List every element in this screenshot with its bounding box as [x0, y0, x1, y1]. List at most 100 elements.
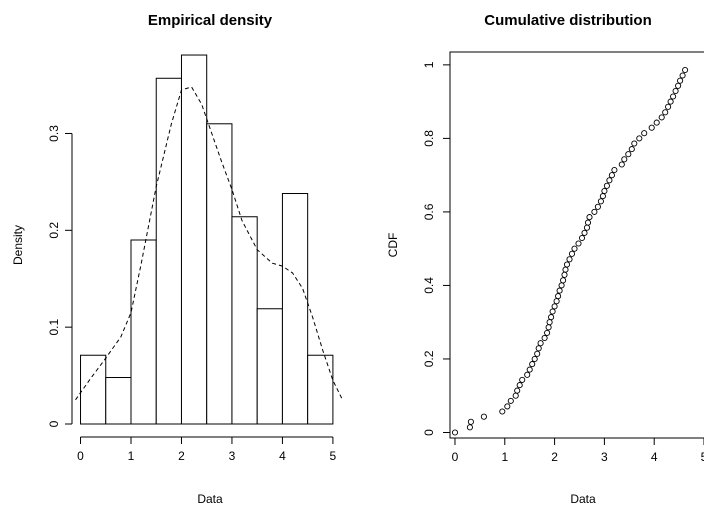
cdf-chart-title: Cumulative distribution — [484, 12, 652, 29]
cdf-point — [562, 266, 569, 273]
cdf-point — [561, 271, 568, 278]
cdf-point — [586, 214, 593, 221]
cdf-points — [451, 66, 689, 436]
density-panel: Empirical density Data Density 0 1 2 3 4 5 0 0.… — [11, 12, 344, 506]
cdf-point — [662, 109, 669, 116]
cdf-point — [591, 208, 598, 215]
histogram-bar — [307, 354, 334, 425]
cdf-point — [621, 156, 628, 163]
cdf-y-tick-label: 0 — [422, 429, 436, 436]
cdf-y-tick-label: 1 — [422, 61, 436, 68]
density-y-tick-label: 0.3 — [47, 125, 61, 142]
cdf-point — [529, 361, 536, 368]
histogram-bar — [155, 77, 182, 425]
cdf-point — [578, 234, 586, 242]
density-x-tick-label: 2 — [178, 449, 185, 463]
cdf-point — [611, 166, 618, 174]
density-x-tick-label: 1 — [128, 449, 135, 463]
cdf-point — [548, 314, 555, 321]
cdf-point — [682, 66, 689, 74]
cdf-point — [531, 355, 538, 363]
cdf-point — [594, 203, 601, 210]
cdf-point — [551, 303, 558, 310]
cdf-x-tick-label: 4 — [651, 450, 658, 464]
cdf-y-tick-label: 0.4 — [422, 277, 436, 294]
cdf-point — [451, 429, 459, 436]
histogram-bar — [231, 216, 258, 425]
cdf-x-tick-label: 1 — [501, 450, 508, 464]
cdf-point — [584, 219, 592, 226]
cdf-point — [571, 245, 578, 252]
cdf-point — [679, 72, 686, 79]
cdf-point — [575, 240, 582, 247]
density-y-tick-label: 0.1 — [47, 318, 61, 335]
cdf-point — [466, 424, 473, 431]
cdf-x-tick-label: 5 — [701, 450, 704, 464]
cdf-point — [560, 277, 567, 284]
cdf-point — [535, 345, 542, 352]
cdf-point — [631, 140, 638, 147]
cdf-point — [556, 287, 563, 294]
cdf-point — [512, 392, 519, 399]
cdf-point — [658, 114, 665, 121]
density-x-tick-label: 4 — [279, 449, 286, 463]
cdf-point — [563, 261, 571, 268]
cdf-x-tick-label: 0 — [452, 450, 459, 464]
cdf-point — [534, 350, 541, 357]
cdf-point — [581, 229, 588, 236]
cdf-point — [553, 298, 560, 305]
cdf-point — [599, 193, 606, 200]
cdf-point — [537, 340, 544, 347]
density-y-tick-label: 0 — [47, 420, 61, 427]
cdf-axes: 0 1 2 3 4 5 0 0.2 0.4 0.6 0.8 1 — [422, 61, 704, 464]
density-x-tick-label: 5 — [330, 449, 337, 463]
cdf-point — [641, 130, 648, 137]
cdf-point — [519, 376, 526, 383]
cdf-point — [606, 177, 613, 184]
cdf-point — [504, 403, 511, 410]
cdf-point — [601, 187, 608, 195]
cdf-point — [549, 308, 556, 315]
density-y-tick-label: 0.2 — [47, 222, 61, 239]
histogram-bar — [281, 193, 309, 425]
cdf-point — [618, 161, 625, 168]
cdf-point — [653, 119, 660, 126]
cdf-panel: Cumulative distribution Data CDF 0 1 2 3 4 5 0… — [386, 12, 704, 506]
cdf-point — [568, 250, 576, 257]
cdf-point — [566, 256, 573, 263]
cdf-x-axis-label: Data — [570, 492, 596, 506]
cdf-point — [603, 182, 610, 189]
cdf-point — [608, 172, 615, 179]
density-chart-title: Empirical density — [148, 12, 273, 29]
histogram-bar — [105, 377, 132, 425]
cdf-point — [545, 324, 552, 331]
cdf-point — [583, 224, 591, 231]
density-axes: 0 1 2 3 4 5 0 0.1 0.2 0.3 — [47, 125, 337, 463]
cdf-point — [514, 387, 521, 394]
cdf-point — [546, 319, 553, 326]
cdf-x-tick-label: 2 — [551, 450, 558, 464]
cdf-point — [480, 413, 487, 420]
cdf-plot-box — [449, 51, 704, 439]
histogram-bar — [130, 239, 157, 425]
cdf-point — [516, 382, 523, 389]
cdf-y-tick-label: 0.2 — [422, 350, 436, 367]
cdf-point — [625, 151, 632, 158]
cdf-point — [541, 334, 548, 342]
cdf-point — [677, 77, 684, 84]
cdf-point — [467, 418, 474, 425]
histogram-bar — [256, 308, 283, 425]
cdf-point — [667, 98, 674, 105]
density-curve — [75, 86, 344, 402]
cdf-x-tick-label: 3 — [601, 450, 608, 464]
cdf-point — [555, 293, 562, 300]
histogram-bar — [206, 123, 233, 425]
cdf-point — [558, 282, 565, 289]
cdf-y-axis-label: CDF — [386, 233, 400, 258]
cdf-point — [648, 124, 655, 131]
density-x-tick-label: 3 — [229, 449, 236, 463]
cdf-point — [544, 329, 551, 336]
cdf-point — [670, 93, 677, 100]
cdf-point — [636, 135, 643, 142]
